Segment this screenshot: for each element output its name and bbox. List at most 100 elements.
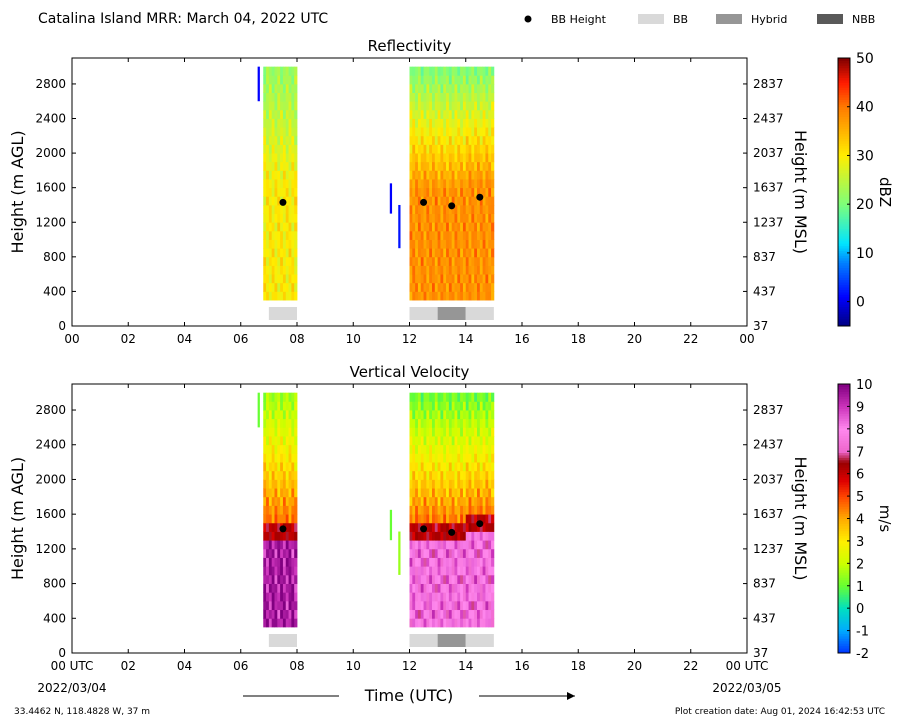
heatmap-cell <box>474 187 478 197</box>
heatmap-cell <box>288 187 292 197</box>
heatmap-cell <box>488 109 492 119</box>
heatmap-cell <box>285 609 289 619</box>
heatmap-cell <box>412 548 416 558</box>
heatmap-cell <box>409 161 413 171</box>
heatmap-cell <box>437 540 441 550</box>
heatmap-cell <box>409 548 413 558</box>
heatmap-cell <box>477 462 481 472</box>
heatmap-cell <box>263 436 267 446</box>
x-tick-label: 06 <box>233 659 248 673</box>
heatmap-cell <box>482 470 486 480</box>
heatmap-cell <box>291 496 295 506</box>
heatmap-cell <box>465 444 469 454</box>
heatmap-cell <box>462 557 467 567</box>
heatmap-cell <box>443 401 447 411</box>
y-axis-label: Height (m AGL) <box>8 130 27 253</box>
heatmap-cell <box>457 187 461 197</box>
heatmap-cell <box>429 401 433 411</box>
heatmap-cell <box>434 592 439 602</box>
heatmap-cell <box>426 222 430 232</box>
heatmap-cell <box>446 66 450 76</box>
heatmap-cell <box>479 488 484 498</box>
heatmap-cell <box>409 239 413 249</box>
heatmap-cell <box>440 83 444 93</box>
heatmap-cell <box>462 488 467 498</box>
heatmap-cell <box>285 401 289 411</box>
heatmap-cell <box>423 179 427 189</box>
heatmap-cell <box>488 66 492 76</box>
heatmap-cell <box>482 239 486 249</box>
heatmap-cell <box>280 187 284 197</box>
heatmap-cell <box>482 618 486 628</box>
heatmap-cell <box>443 75 447 85</box>
heatmap-cell <box>434 204 439 215</box>
heatmap-cell <box>443 479 447 489</box>
heatmap-cell <box>274 505 278 515</box>
heatmap-cell <box>415 187 419 197</box>
colorbar-segment <box>838 206 850 210</box>
heatmap-cell <box>443 291 447 301</box>
colorbar-segment <box>838 484 850 488</box>
heatmap-cell <box>488 135 492 145</box>
heatmap-cell <box>465 496 469 506</box>
heatmap-cell <box>477 418 481 428</box>
colorbar-segment <box>838 628 850 632</box>
heatmap-cell <box>291 548 295 558</box>
heatmap-cell <box>446 153 450 163</box>
heatmap-cell <box>434 118 439 128</box>
heatmap-cell <box>482 436 486 446</box>
colorbar-segment <box>838 269 850 273</box>
heatmap-cell <box>285 265 289 275</box>
heatmap-cell <box>443 230 447 240</box>
heatmap-cell <box>465 161 469 171</box>
heatmap-cell <box>465 213 469 223</box>
heatmap-cell <box>491 436 495 446</box>
heatmap-cell <box>274 135 278 145</box>
heatmap-cell <box>474 118 478 128</box>
heatmap-cell <box>268 265 273 275</box>
heatmap-cell <box>488 600 492 611</box>
colorbar-segment <box>838 306 850 310</box>
legend-label: BB Height <box>551 13 607 26</box>
heatmap-cell <box>457 265 461 275</box>
heatmap-cell <box>280 479 284 489</box>
heatmap-cell <box>263 522 267 532</box>
heatmap-cell <box>462 265 467 275</box>
heatmap-cell <box>412 531 416 541</box>
heatmap-cell <box>454 444 458 454</box>
heatmap-cell <box>479 75 484 85</box>
heatmap-cell <box>477 170 481 180</box>
heatmap-cell <box>291 101 295 111</box>
heatmap-cell <box>477 127 481 137</box>
heatmap-cell <box>479 583 484 593</box>
heatmap-cell <box>420 505 424 515</box>
heatmap-cell <box>451 436 455 446</box>
heatmap-cell <box>482 230 486 240</box>
heatmap-cell <box>437 496 441 506</box>
heatmap-cell <box>294 462 298 472</box>
heatmap-cell <box>457 127 461 137</box>
heatmap-cell <box>271 470 275 480</box>
heatmap-cell <box>277 557 281 567</box>
heatmap-cell <box>282 265 287 275</box>
heatmap-cell <box>423 531 427 541</box>
heatmap-cell <box>282 418 287 428</box>
heatmap-cell <box>491 109 495 119</box>
heatmap-cell <box>423 600 427 611</box>
colorbar-segment <box>838 491 850 495</box>
heatmap-cell <box>451 514 455 524</box>
heatmap-cell <box>409 204 413 215</box>
y-tick-label: 1200 <box>35 542 66 556</box>
heatmap-cell <box>434 618 439 628</box>
heatmap-cell <box>426 196 430 206</box>
heatmap-cell <box>448 479 453 489</box>
heatmap-cell <box>460 609 464 619</box>
heatmap-cell <box>271 496 275 506</box>
heatmap-cell <box>434 514 439 524</box>
heatmap-cell <box>434 583 439 593</box>
colorbar-segment <box>838 547 850 551</box>
heatmap-cell <box>282 600 287 611</box>
heatmap-cell <box>423 109 427 119</box>
heatmap-cell <box>440 187 444 197</box>
